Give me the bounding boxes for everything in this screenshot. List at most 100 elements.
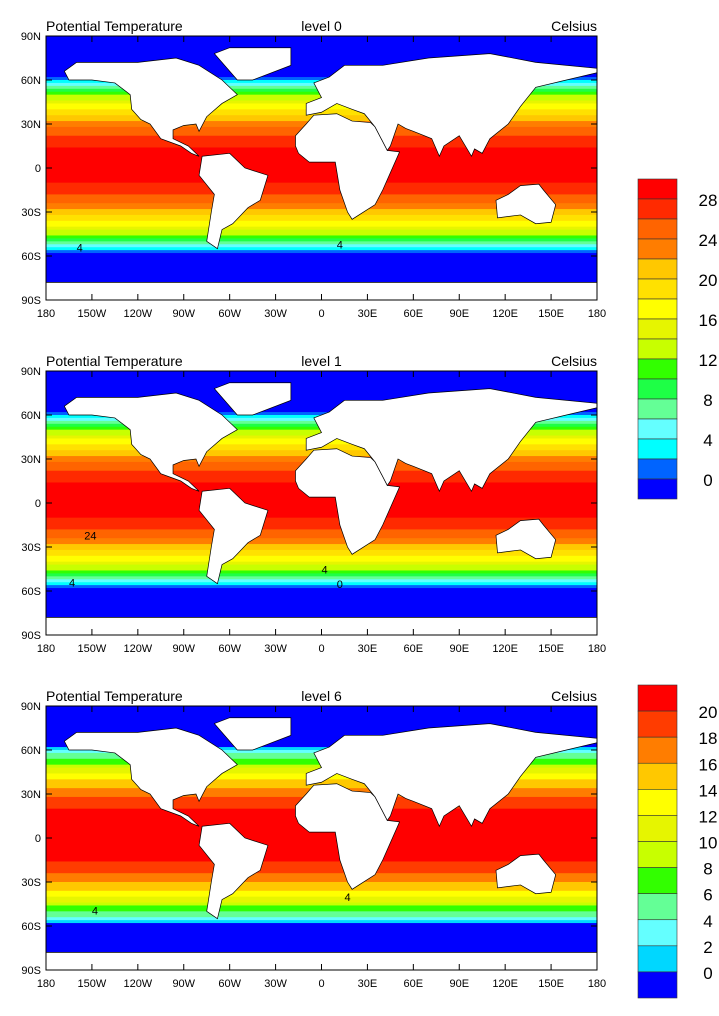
temperature-band <box>46 890 597 895</box>
temperature-band <box>46 747 597 751</box>
temperature-band <box>46 714 597 719</box>
temperature-band <box>46 197 597 201</box>
temperature-band <box>46 44 597 49</box>
colorbar-label: 28 <box>699 191 718 210</box>
temperature-band <box>46 264 597 269</box>
temperature-band <box>46 735 597 739</box>
colorbar-box <box>637 278 678 300</box>
lon-tick-label: 90E <box>449 643 469 655</box>
temperature-band <box>46 840 597 845</box>
temperature-band <box>46 56 597 60</box>
temperature-band <box>46 226 597 231</box>
temperature-band <box>46 923 597 927</box>
lon-tick-label: 180 <box>37 978 55 990</box>
temperature-band <box>46 579 597 583</box>
temperature-band <box>46 741 597 745</box>
temperature-band <box>46 555 597 560</box>
lon-tick-label: 0 <box>318 308 324 320</box>
temperature-band <box>46 505 597 510</box>
temperature-band <box>46 846 597 851</box>
map-panel-0: 4 4 Potential Temperature level 0 Celsius 90N… <box>21 18 606 320</box>
lat-tick-label: 90N <box>21 366 41 378</box>
temperature-band <box>46 217 597 222</box>
temperature-band <box>46 41 597 46</box>
temperature-band <box>46 611 597 615</box>
temperature-band <box>46 77 597 81</box>
left-title: Potential Temperature <box>46 688 183 704</box>
temperature-band <box>46 905 597 909</box>
temperature-band <box>46 276 597 280</box>
temperature-band <box>46 596 597 601</box>
temperature-band <box>46 403 597 407</box>
temperature-band <box>46 928 597 933</box>
temperature-band <box>46 212 597 216</box>
lon-tick-label: 60E <box>404 643 424 655</box>
temperature-band <box>46 179 597 184</box>
temperature-band <box>46 855 597 860</box>
temperature-band <box>46 864 597 868</box>
colorbar-label: 16 <box>699 311 718 330</box>
temperature-band <box>46 497 597 501</box>
temperature-band <box>46 185 597 190</box>
colorbar-box <box>637 762 678 790</box>
lon-tick-label: 30E <box>358 643 378 655</box>
lat-tick-label: 30S <box>21 877 41 889</box>
lon-tick-label: 180 <box>37 643 55 655</box>
temperature-band <box>46 608 597 613</box>
temperature-band <box>46 220 597 225</box>
temperature-band <box>46 385 597 390</box>
land-north-america <box>63 727 238 827</box>
colorbar-box <box>637 945 678 973</box>
colorbar-box <box>637 338 678 360</box>
lon-tick-label: 0 <box>318 978 324 990</box>
temperature-band <box>46 576 597 580</box>
temperature-band <box>46 59 597 63</box>
temperature-band <box>46 182 597 187</box>
colorbar-box <box>637 893 678 921</box>
temperature-band <box>46 567 597 571</box>
colorbar-box <box>637 298 678 320</box>
land-north-america <box>63 57 238 157</box>
lat-tick-label: 0 <box>35 163 41 175</box>
temperature-band <box>46 238 597 242</box>
temperature-band <box>46 256 597 260</box>
lon-tick-label: 180 <box>588 308 606 320</box>
colorbar-box <box>637 684 678 712</box>
contour-label: 4 <box>344 892 350 904</box>
temperature-band <box>46 937 597 942</box>
lon-tick-label: 120W <box>123 643 152 655</box>
temperature-band <box>46 529 597 533</box>
temperature-band <box>46 544 597 548</box>
temperature-band <box>46 720 597 725</box>
land-africa <box>295 448 401 555</box>
temperature-band <box>46 244 597 248</box>
colorbar-label: 24 <box>699 231 718 250</box>
temperature-band <box>46 614 597 618</box>
temperature-band <box>46 949 597 953</box>
center-title: level 1 <box>301 353 342 369</box>
land-eurasia <box>305 388 598 493</box>
temperature-band <box>46 203 597 207</box>
temperature-band <box>46 71 597 75</box>
colorbar-label: 4 <box>703 431 712 450</box>
lon-tick-label: 150W <box>78 308 107 320</box>
temperature-band <box>46 884 597 889</box>
lon-tick-label: 180 <box>588 978 606 990</box>
temperature-band <box>46 50 597 55</box>
temperature-band <box>46 65 597 69</box>
colorbar-label: 0 <box>703 471 712 490</box>
colorbar-box <box>637 178 678 200</box>
temperature-band <box>46 552 597 557</box>
lat-tick-label: 90N <box>21 31 41 43</box>
right-title: Celsius <box>551 18 597 34</box>
temperature-band <box>46 270 597 275</box>
temperature-band <box>46 62 597 66</box>
colorbar-box <box>637 478 678 500</box>
temperature-band <box>46 588 597 592</box>
lat-tick-label: 60S <box>21 586 41 598</box>
temperature-band <box>46 194 597 198</box>
temperature-band <box>46 541 597 545</box>
temperature-band <box>46 235 597 239</box>
lon-tick-label: 90W <box>172 308 195 320</box>
